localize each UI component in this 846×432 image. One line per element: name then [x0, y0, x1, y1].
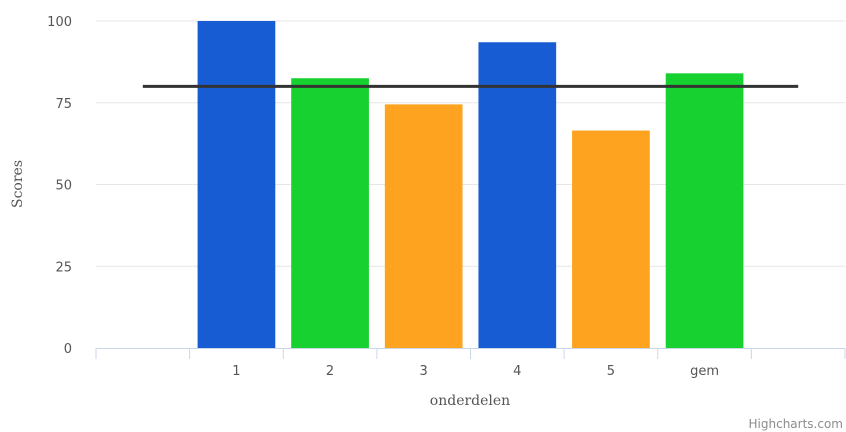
bar-1 [197, 21, 276, 348]
x-tick-label-2: 2 [326, 364, 334, 379]
y-tick-label-100: 100 [47, 15, 72, 30]
credits-link[interactable]: Highcharts.com [749, 417, 843, 431]
x-tick-label-4: 4 [513, 364, 521, 379]
bar-gem [665, 73, 744, 348]
bar-3 [384, 104, 463, 348]
y-tick-label-50: 50 [55, 179, 72, 194]
x-tick-label-5: 5 [607, 364, 615, 379]
bar-4 [478, 42, 557, 348]
bar-5 [572, 130, 650, 348]
y-tick-label-75: 75 [55, 97, 72, 112]
x-tick-label-3: 3 [420, 364, 428, 379]
bar-series [197, 21, 744, 348]
x-axis-title: onderdelen [430, 393, 510, 409]
y-tick-label-25: 25 [55, 260, 72, 275]
y-tick-labels: 0 25 50 75 100 [47, 15, 72, 357]
x-tick-marks [95, 348, 846, 359]
y-axis-title: Scores [10, 160, 26, 208]
x-tick-label-1: 1 [232, 364, 240, 379]
x-tick-label-gem: gem [690, 364, 719, 379]
y-tick-label-0: 0 [64, 342, 72, 357]
x-tick-labels: 1 2 3 4 5 gem [232, 364, 719, 379]
bar-2 [291, 78, 369, 348]
